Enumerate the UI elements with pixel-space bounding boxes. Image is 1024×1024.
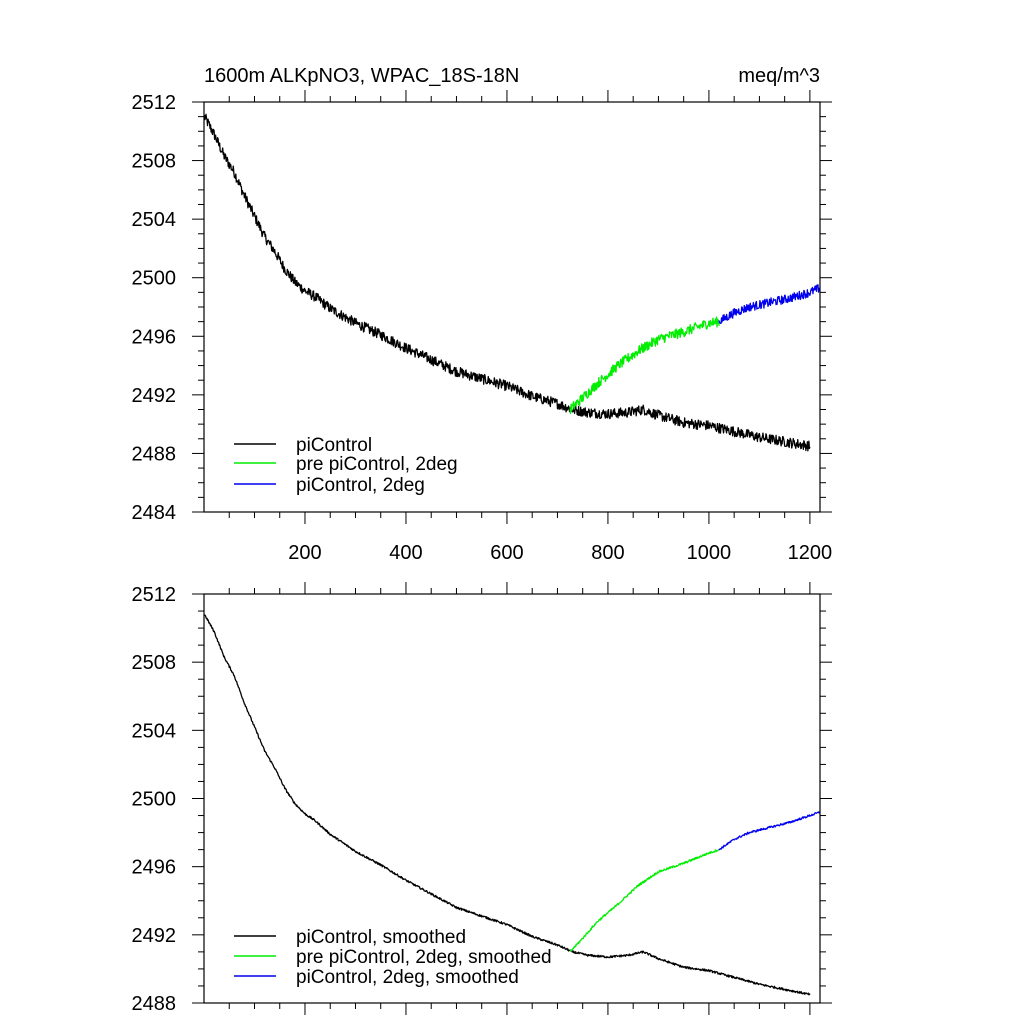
y-tick-label: 2492 xyxy=(132,925,177,947)
units-label: meq/m^3 xyxy=(738,65,820,87)
y-tick-label: 2512 xyxy=(132,584,177,606)
top-panel: 200 400 600 800 1000 1200 2484 2488 2492 2496 2500… xyxy=(132,65,833,564)
legend-label: piControl, 2deg xyxy=(296,475,425,496)
y-tick-label: 2500 xyxy=(132,268,177,290)
y-tick-label: 2504 xyxy=(132,720,177,742)
y-tick-label: 2492 xyxy=(132,385,177,407)
y-tick-label: 2504 xyxy=(132,209,177,231)
legend-label: piControl xyxy=(296,435,372,456)
series-line-0 xyxy=(204,113,811,452)
bottom-panel: 2488 2492 2496 2500 2504 2508 2512 piControl, s… xyxy=(132,582,832,1015)
y-tick-label: 2488 xyxy=(132,993,177,1015)
y-tick-label: 2512 xyxy=(132,92,177,114)
chart-title: 1600m ALKpNO3, WPAC_18S-18N xyxy=(204,65,519,87)
y-tick-label: 2508 xyxy=(132,151,177,173)
y-tick-label: 2488 xyxy=(132,443,177,465)
series-line-1 xyxy=(569,848,720,952)
y-tick-label: 2500 xyxy=(132,789,177,811)
x-tick-label: 1000 xyxy=(687,542,732,564)
legend-label: pre piControl, 2deg xyxy=(296,454,458,475)
series-group xyxy=(204,614,820,996)
x-tick-label: 1200 xyxy=(788,542,833,564)
x-tick-label: 200 xyxy=(288,542,321,564)
series-line-0 xyxy=(204,614,811,996)
x-tick-label: 800 xyxy=(591,542,624,564)
series-line-2 xyxy=(718,284,820,324)
y-tick-label: 2484 xyxy=(132,502,177,524)
x-tick-label: 400 xyxy=(389,542,422,564)
series-line-1 xyxy=(569,316,720,415)
y-tick-label: 2496 xyxy=(132,326,177,348)
legend-label: pre piControl, 2deg, smoothed xyxy=(296,947,552,968)
series-line-2 xyxy=(718,811,820,851)
x-tick-label: 600 xyxy=(490,542,523,564)
legend-label: piControl, 2deg, smoothed xyxy=(296,967,519,988)
legend-label: piControl, smoothed xyxy=(296,927,466,948)
series-group xyxy=(204,113,820,452)
y-tick-label: 2496 xyxy=(132,857,177,879)
y-tick-label: 2508 xyxy=(132,652,177,674)
